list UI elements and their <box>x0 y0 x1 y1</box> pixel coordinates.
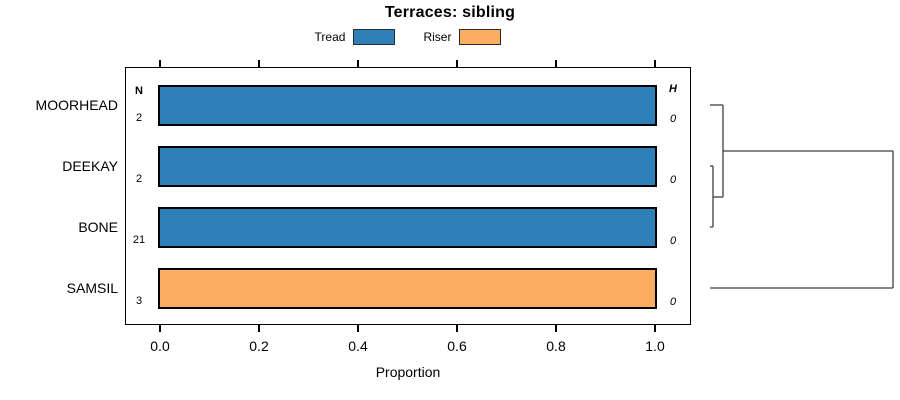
x-tick-label: 1.0 <box>645 338 665 354</box>
plot-area <box>125 67 691 325</box>
x-tick-top <box>654 60 656 67</box>
bar <box>158 268 657 309</box>
bar <box>158 85 657 126</box>
bar <box>158 207 657 248</box>
x-axis-title: Proportion <box>375 364 441 380</box>
x-tick-label: 0.8 <box>546 338 566 354</box>
legend-swatch-tread <box>353 29 396 45</box>
x-tick-bottom <box>555 325 557 332</box>
x-tick-top <box>159 60 161 67</box>
legend-item-tread: Tread <box>315 29 396 45</box>
n-value: 21 <box>132 234 146 246</box>
category-label: DEEKAY <box>62 158 118 174</box>
x-tick-top <box>555 60 557 67</box>
legend: Tread Riser <box>125 28 691 46</box>
n-column-header: N <box>135 85 143 97</box>
chart-title: Terraces: sibling <box>384 4 516 21</box>
category-label: MOORHEAD <box>35 97 118 113</box>
n-value: 2 <box>135 173 143 185</box>
x-tick-top <box>456 60 458 67</box>
x-tick-label: 0.2 <box>249 338 269 354</box>
x-tick-label: 0.6 <box>447 338 467 354</box>
bar <box>158 146 657 187</box>
h-value: 0 <box>669 174 677 186</box>
x-tick-bottom <box>159 325 161 332</box>
legend-swatch-riser <box>459 29 502 45</box>
h-column-header: H <box>669 83 677 95</box>
category-label: SAMSIL <box>66 280 118 296</box>
x-tick-bottom <box>456 325 458 332</box>
x-tick-bottom <box>357 325 359 332</box>
x-tick-bottom <box>258 325 260 332</box>
x-tick-bottom <box>654 325 656 332</box>
h-value: 0 <box>669 113 677 125</box>
x-tick-top <box>357 60 359 67</box>
legend-item-riser: Riser <box>423 29 502 45</box>
n-value: 3 <box>135 295 143 307</box>
x-tick-top <box>258 60 260 67</box>
n-value: 2 <box>135 112 143 124</box>
x-tick-label: 0.0 <box>150 338 170 354</box>
x-tick-label: 0.4 <box>348 338 368 354</box>
legend-label: Riser <box>423 30 452 44</box>
h-value: 0 <box>669 296 677 308</box>
category-label: BONE <box>78 219 118 235</box>
h-value: 0 <box>669 235 677 247</box>
legend-label: Tread <box>314 30 346 44</box>
